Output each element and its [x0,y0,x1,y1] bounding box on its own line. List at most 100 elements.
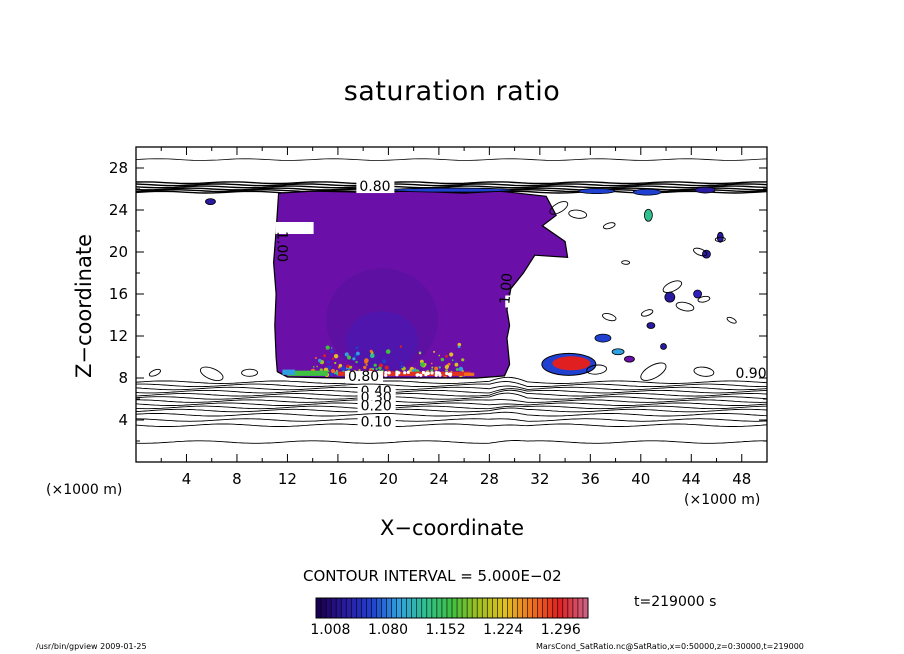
colorbar-segment [577,598,584,618]
contour-squiggle [697,295,711,303]
saturation-band [282,369,296,375]
saturation-patch [379,363,383,368]
colorbar-segment [411,598,418,618]
colorbar-segment [572,598,579,618]
saturation-patch [346,355,352,360]
saturation-patch [346,364,350,369]
colorbar-segment [507,598,513,618]
saturation-patch [338,363,343,368]
saturation-patch [451,359,454,362]
colorbar-segment [396,598,403,618]
colorbar-segment [522,598,529,618]
saturation-patch [316,365,318,368]
colorbar-segment [341,598,347,618]
colorbar-segment [441,598,448,618]
cloud-fragment [694,186,716,194]
contour-squiggle [693,366,715,377]
footer-right: MarsCond_SatRatio.nc@SatRatio,x=0:50000,… [536,642,804,651]
cloud-fragment [693,289,702,299]
colorbar-segment [542,598,549,618]
saturation-patch [336,369,338,372]
saturation-patch [420,362,425,367]
saturation-patch [457,342,462,347]
saturation-band [287,370,328,376]
contour-squiggle [241,368,259,377]
colorbar-segment [406,598,413,618]
saturation-patch [331,357,335,360]
colorbar-segment [567,598,574,618]
saturation-patch [355,360,358,364]
colorbar-tick-label: 1.080 [367,622,409,638]
colorbar-segment [351,598,357,618]
saturation-patch [365,363,368,366]
x-unit-left: (×1000 m) [46,482,123,498]
saturation-patch [370,353,375,359]
saturation-patch [457,345,461,349]
x-tick-label: 4 [181,470,192,488]
colorbar-segment [356,598,362,618]
cloud-fragment [611,348,625,356]
contour-squiggle [549,201,569,215]
cloud-fragment [664,291,676,303]
colorbar-segment [346,598,352,618]
colorbar-segment [326,598,332,618]
contour-squiggle [662,280,683,293]
saturation-patch [363,365,367,370]
colorbar-segment [532,598,539,618]
saturation-patch [375,367,378,370]
x-tick-label: 28 [479,470,499,488]
saturation-patch [434,366,439,371]
colorbar-segment [391,598,398,618]
colorbar-segment [436,598,443,618]
contour-line [136,407,767,413]
contour-squiggle [714,236,726,243]
colorbar-segment [557,598,564,618]
colorbar-segment [336,598,342,618]
saturation-patch [384,371,388,375]
colorbar-segment [366,598,372,618]
saturation-patch [438,366,441,369]
colorbar-segment [452,598,458,618]
contour-label-bg [357,416,396,429]
y-tick-label: 8 [118,369,128,387]
saturation-patch [395,370,399,375]
saturation-patch [445,354,448,358]
cloud-fragment [391,187,512,193]
colorbar-segment [467,598,473,618]
colorbar-segment [426,598,433,618]
saturation-patch [424,373,428,377]
colorbar-segment [421,598,428,618]
contour-line [136,418,767,422]
contour-squiggle [148,368,161,377]
colorbar-segment [582,598,589,618]
saturation-patch [356,351,360,356]
x-tick-label: 44 [681,470,701,488]
colorbar-segment [547,598,554,618]
saturation-patch [434,371,438,375]
saturation-patch [349,365,353,369]
x-tick-label: 32 [530,470,550,488]
colorbar-segment [487,598,493,618]
saturation-patch [325,345,330,350]
contour-squiggle [602,313,617,322]
colorbar-segment [527,598,534,618]
saturation-patch [430,362,433,365]
time-label: t=219000 s [634,594,717,610]
saturation-patch [400,365,404,369]
saturation-patch [419,373,423,377]
saturation-patch [330,347,333,349]
saturation-patch [330,349,334,354]
contour-label: 0.20 [361,399,392,415]
colorbar-segment [431,598,438,618]
x-tick-label: 48 [732,470,752,488]
saturation-patch [352,357,356,361]
saturation-patch [430,369,434,373]
contour-line [136,405,767,410]
contour-line [136,181,767,185]
saturation-patch [403,371,407,375]
contour-label: 1.00 [274,231,290,262]
saturation-patch [318,358,322,363]
contour-line [136,399,767,403]
saturation-patch [431,366,434,369]
colorbar-tick-label: 1.152 [425,622,466,638]
